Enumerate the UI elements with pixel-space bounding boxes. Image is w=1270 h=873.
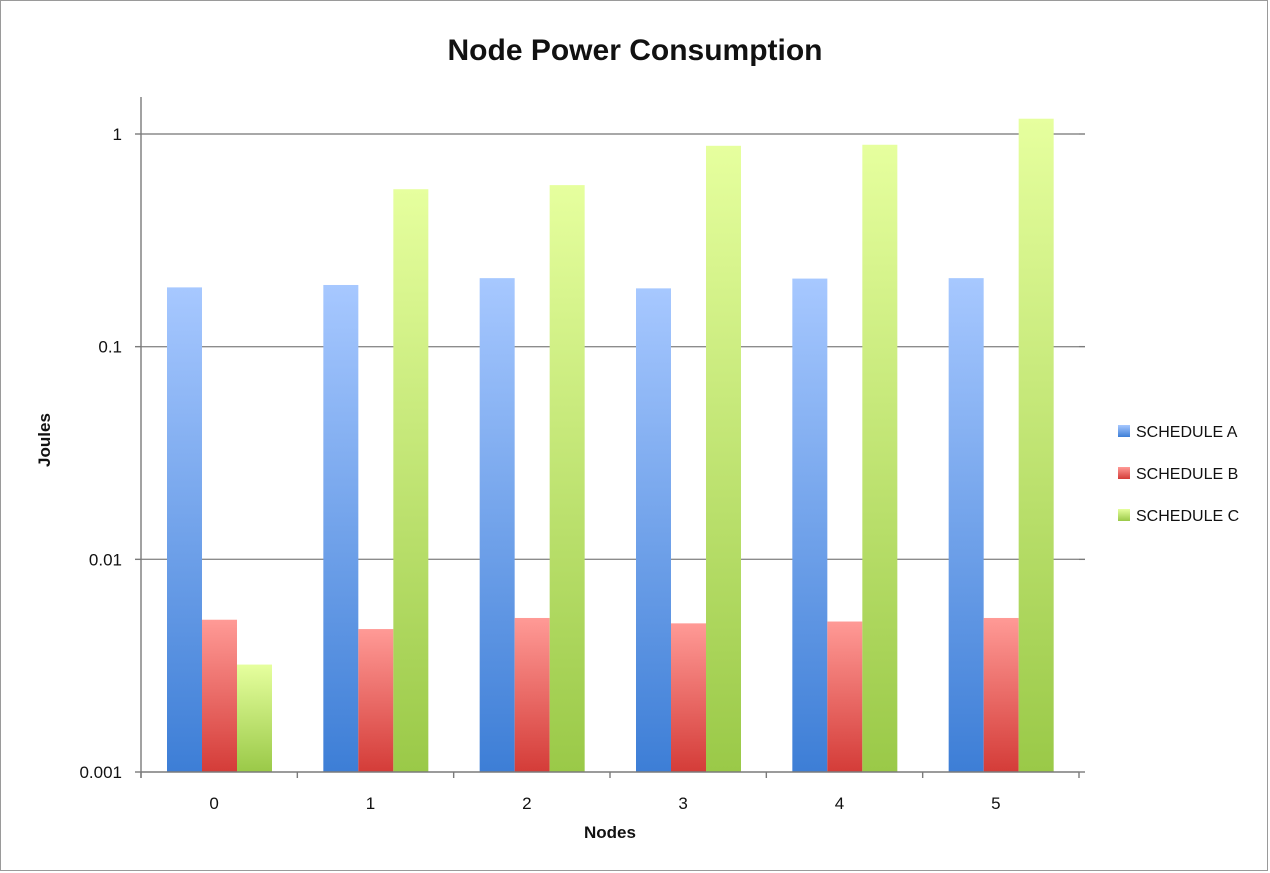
y-tick-label-1: 0.01	[89, 550, 122, 569]
legend-label-schedule-b: SCHEDULE B	[1136, 466, 1238, 483]
bar-schedule-c-node-5	[1018, 118, 1054, 773]
axis-layer	[140, 97, 1079, 778]
x-tick-label-2: 2	[522, 794, 531, 813]
bar-schedule-b-node-5	[983, 617, 1019, 772]
legend-item-schedule-a: SCHEDULE A	[1118, 424, 1238, 441]
legend-swatch-schedule-b	[1118, 467, 1130, 479]
bar-schedule-b-node-1	[358, 629, 394, 772]
legend-swatch-schedule-c	[1118, 509, 1130, 521]
bar-schedule-a-node-1	[323, 284, 359, 772]
x-tick-label-4: 4	[835, 794, 844, 813]
x-tick-label-3: 3	[678, 794, 687, 813]
x-tick-label-1: 1	[366, 794, 375, 813]
bar-schedule-c-node-4	[862, 144, 898, 772]
y-tick-label-2: 0.1	[98, 338, 122, 357]
y-tick-label-0: 0.001	[79, 763, 122, 782]
legend-swatch-schedule-a	[1118, 425, 1130, 437]
x-tick-label-5: 5	[991, 794, 1000, 813]
legend: SCHEDULE A SCHEDULE B SCHEDULE C	[1118, 424, 1239, 525]
bar-layer	[167, 118, 1054, 773]
bar-schedule-b-node-4	[827, 621, 863, 772]
bar-schedule-a-node-3	[636, 288, 671, 772]
bar-schedule-b-node-3	[671, 623, 706, 772]
bar-schedule-a-node-0	[167, 287, 202, 772]
bar-schedule-c-node-0	[237, 664, 272, 772]
bar-schedule-c-node-1	[393, 189, 429, 773]
legend-label-schedule-c: SCHEDULE C	[1136, 508, 1239, 525]
bar-schedule-a-node-2	[479, 278, 515, 772]
bar-schedule-a-node-5	[948, 278, 984, 772]
grid-layer	[141, 133, 1079, 561]
bar-schedule-c-node-3	[706, 145, 741, 772]
y-tick-label-3: 1	[113, 125, 122, 144]
tick-layer: 0.001 0.01 0.1 1 0 1 2 3 4 5	[79, 125, 1085, 813]
legend-item-schedule-c: SCHEDULE C	[1118, 508, 1239, 525]
chart-title: Node Power Consumption	[448, 34, 823, 67]
bar-schedule-b-node-0	[202, 619, 237, 772]
x-axis-title: Nodes	[584, 823, 636, 842]
bar-schedule-c-node-2	[549, 185, 585, 772]
x-tick-label-0: 0	[209, 794, 218, 813]
legend-item-schedule-b: SCHEDULE B	[1118, 466, 1238, 483]
legend-label-schedule-a: SCHEDULE A	[1136, 424, 1238, 441]
bar-schedule-b-node-2	[514, 617, 550, 772]
y-axis-title: Joules	[35, 413, 54, 467]
bar-schedule-a-node-4	[792, 278, 828, 772]
